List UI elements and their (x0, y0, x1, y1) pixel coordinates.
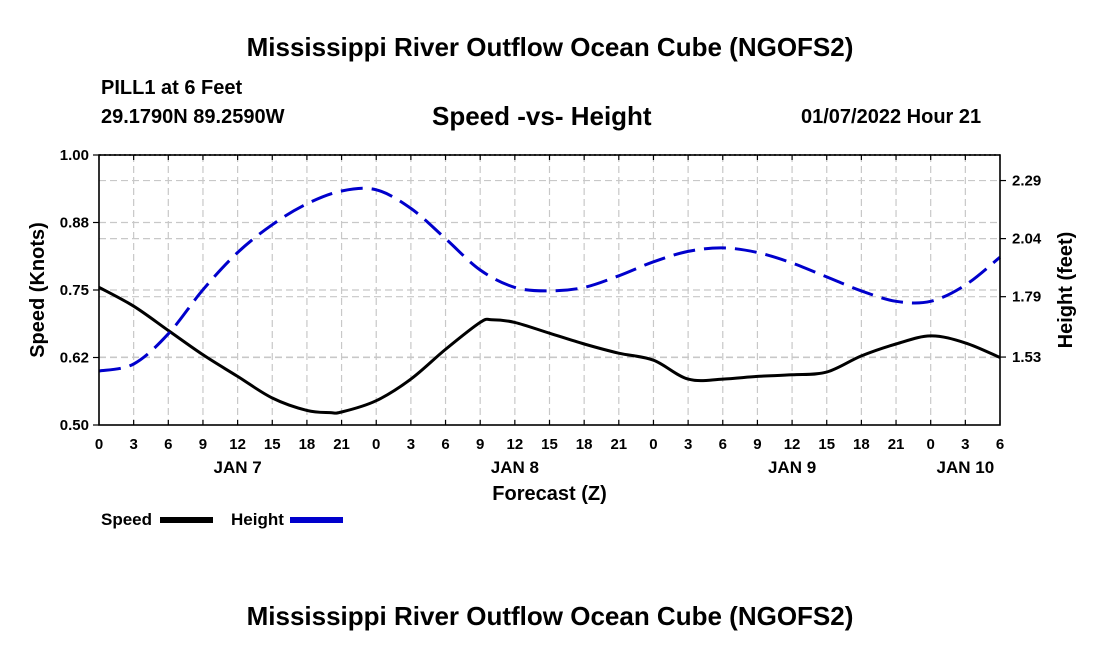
x-tick-label: 18 (576, 436, 593, 453)
x-tick-label: 0 (95, 436, 103, 453)
y-axis-right-label: Height (feet) (1055, 232, 1077, 349)
x-tick-label: 3 (961, 436, 969, 453)
legend-height-swatch (290, 517, 343, 523)
station-label: PILL1 at 6 Feet (101, 77, 243, 99)
chart-series (98, 186, 1001, 415)
y-right-tick-label: 1.53 (1012, 349, 1041, 366)
y-right-tick-label: 1.79 (1012, 289, 1041, 306)
y-right-tick-label: 2.04 (1012, 231, 1042, 248)
legend-speed-swatch (160, 517, 213, 523)
x-tick-label: 6 (719, 436, 727, 453)
x-tick-label: 0 (372, 436, 380, 453)
x-tick-label: 9 (476, 436, 484, 453)
day-label: JAN 9 (768, 458, 816, 477)
x-tick-label: 9 (199, 436, 207, 453)
x-tick-label: 3 (407, 436, 415, 453)
x-tick-label: 6 (164, 436, 172, 453)
speed-height-chart: 0 3 6 9 12 15 18 21 0 3 6 9 12 15 18 21 0 3 6 9 12 15 18 21 0 3 6J… (27, 147, 1077, 505)
y-right-tick-label: 2.29 (1012, 173, 1041, 190)
y-left-tick-label: 0.75 (60, 282, 89, 299)
x-tick-label: 12 (229, 436, 246, 453)
x-tick-label: 0 (649, 436, 657, 453)
day-label: JAN 10 (937, 458, 995, 477)
legend-height-label: Height (231, 510, 284, 529)
x-tick-label: 15 (541, 436, 558, 453)
x-tick-label: 18 (853, 436, 870, 453)
chart-grid (99, 155, 1000, 425)
chart-ticks: 0 3 6 9 12 15 18 21 0 3 6 9 12 15 18 21 0 3 6 9 12 15 18 21 0 3 6J… (60, 147, 1042, 477)
station-coords: 29.1790N 89.2590W (101, 106, 285, 128)
y-left-tick-label: 1.00 (60, 147, 89, 164)
x-tick-label: 21 (888, 436, 905, 453)
y-left-tick-label: 0.50 (60, 417, 89, 434)
x-tick-label: 3 (129, 436, 137, 453)
x-tick-label: 12 (784, 436, 801, 453)
x-tick-label: 9 (753, 436, 761, 453)
x-tick-label: 3 (684, 436, 692, 453)
x-tick-label: 18 (299, 436, 316, 453)
x-tick-label: 0 (927, 436, 935, 453)
speed-series-line (98, 285, 1001, 415)
y-left-tick-label: 0.62 (60, 350, 89, 367)
y-axis-left-label: Speed (Knots) (27, 222, 49, 358)
x-tick-label: 21 (333, 436, 350, 453)
day-label: JAN 8 (491, 458, 539, 477)
forecast-datetime: 01/07/2022 Hour 21 (801, 106, 982, 128)
x-axis-label: Forecast (Z) (492, 483, 606, 505)
day-label: JAN 7 (214, 458, 262, 477)
y-left-tick-label: 0.88 (60, 215, 89, 232)
height-series-line (98, 186, 1001, 373)
x-tick-label: 15 (264, 436, 281, 453)
x-tick-label: 6 (996, 436, 1004, 453)
bottom-title: Mississippi River Outflow Ocean Cube (NG… (246, 601, 854, 631)
x-tick-label: 6 (441, 436, 449, 453)
chart-subtitle: Speed -vs- Height (432, 101, 652, 131)
x-tick-label: 15 (818, 436, 835, 453)
legend-speed-label: Speed (101, 510, 153, 529)
chart-title: Mississippi River Outflow Ocean Cube (NG… (246, 32, 854, 62)
x-tick-label: 12 (507, 436, 524, 453)
x-tick-label: 21 (610, 436, 627, 453)
